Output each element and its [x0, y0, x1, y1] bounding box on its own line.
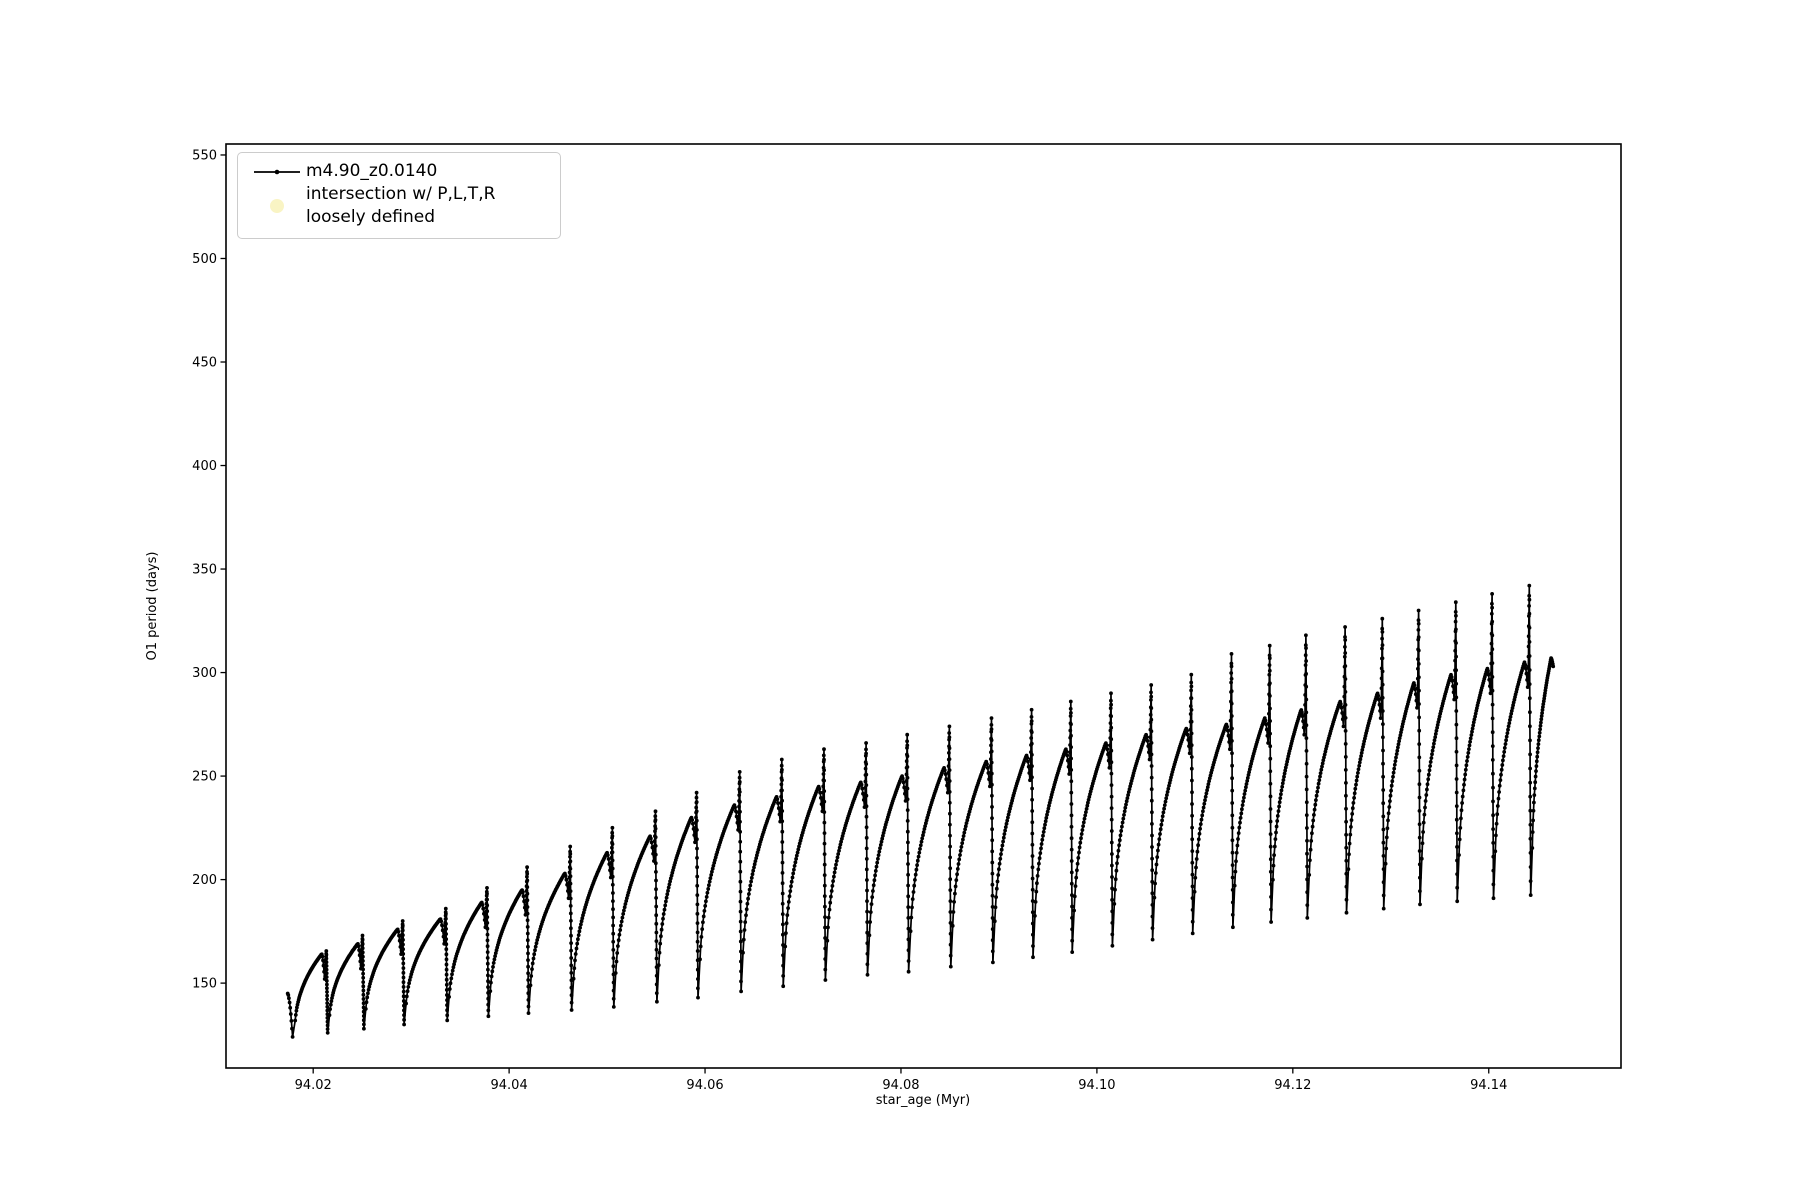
circle-marker-icon [248, 199, 306, 213]
legend-label-line1: intersection w/ P,L,T,R [306, 184, 496, 204]
y-tick-label: 550 [192, 148, 217, 163]
legend-label-line2: loosely defined [306, 207, 436, 227]
x-tick-label: 94.02 [295, 1078, 332, 1093]
x-tick-label: 94.06 [686, 1078, 723, 1093]
line-marker-icon [248, 162, 306, 182]
legend-entry-series: m4.90_z0.0140 [248, 160, 548, 183]
legend-entry-intersection: intersection w/ P,L,T,R loosely defined [248, 183, 548, 229]
series-line [286, 584, 1555, 1038]
y-tick-label: 450 [192, 356, 217, 371]
y-tick-label: 300 [192, 666, 217, 681]
x-tick-label: 94.10 [1078, 1078, 1115, 1093]
x-axis-label: star_age (Myr) [876, 1093, 970, 1108]
y-tick-label: 350 [192, 563, 217, 578]
x-tick-label: 94.12 [1274, 1078, 1311, 1093]
y-axis-label: O1 period (days) [145, 551, 160, 660]
y-tick-label: 200 [192, 873, 217, 888]
y-tick-label: 400 [192, 459, 217, 474]
legend: m4.90_z0.0140 intersection w/ P,L,T,R lo… [237, 152, 561, 239]
series-point-markers [285, 583, 1556, 1039]
x-tick-label: 94.14 [1470, 1078, 1507, 1093]
x-tick-label: 94.04 [491, 1078, 528, 1093]
x-tick-label: 94.08 [882, 1078, 919, 1093]
y-tick-label: 500 [192, 252, 217, 267]
y-tick-label: 250 [192, 770, 217, 785]
legend-intersection-label: intersection w/ P,L,T,R loosely defined [306, 183, 495, 229]
y-tick-label: 150 [192, 977, 217, 992]
plot-spines [225, 143, 1622, 1069]
legend-series-label: m4.90_z0.0140 [306, 161, 438, 181]
